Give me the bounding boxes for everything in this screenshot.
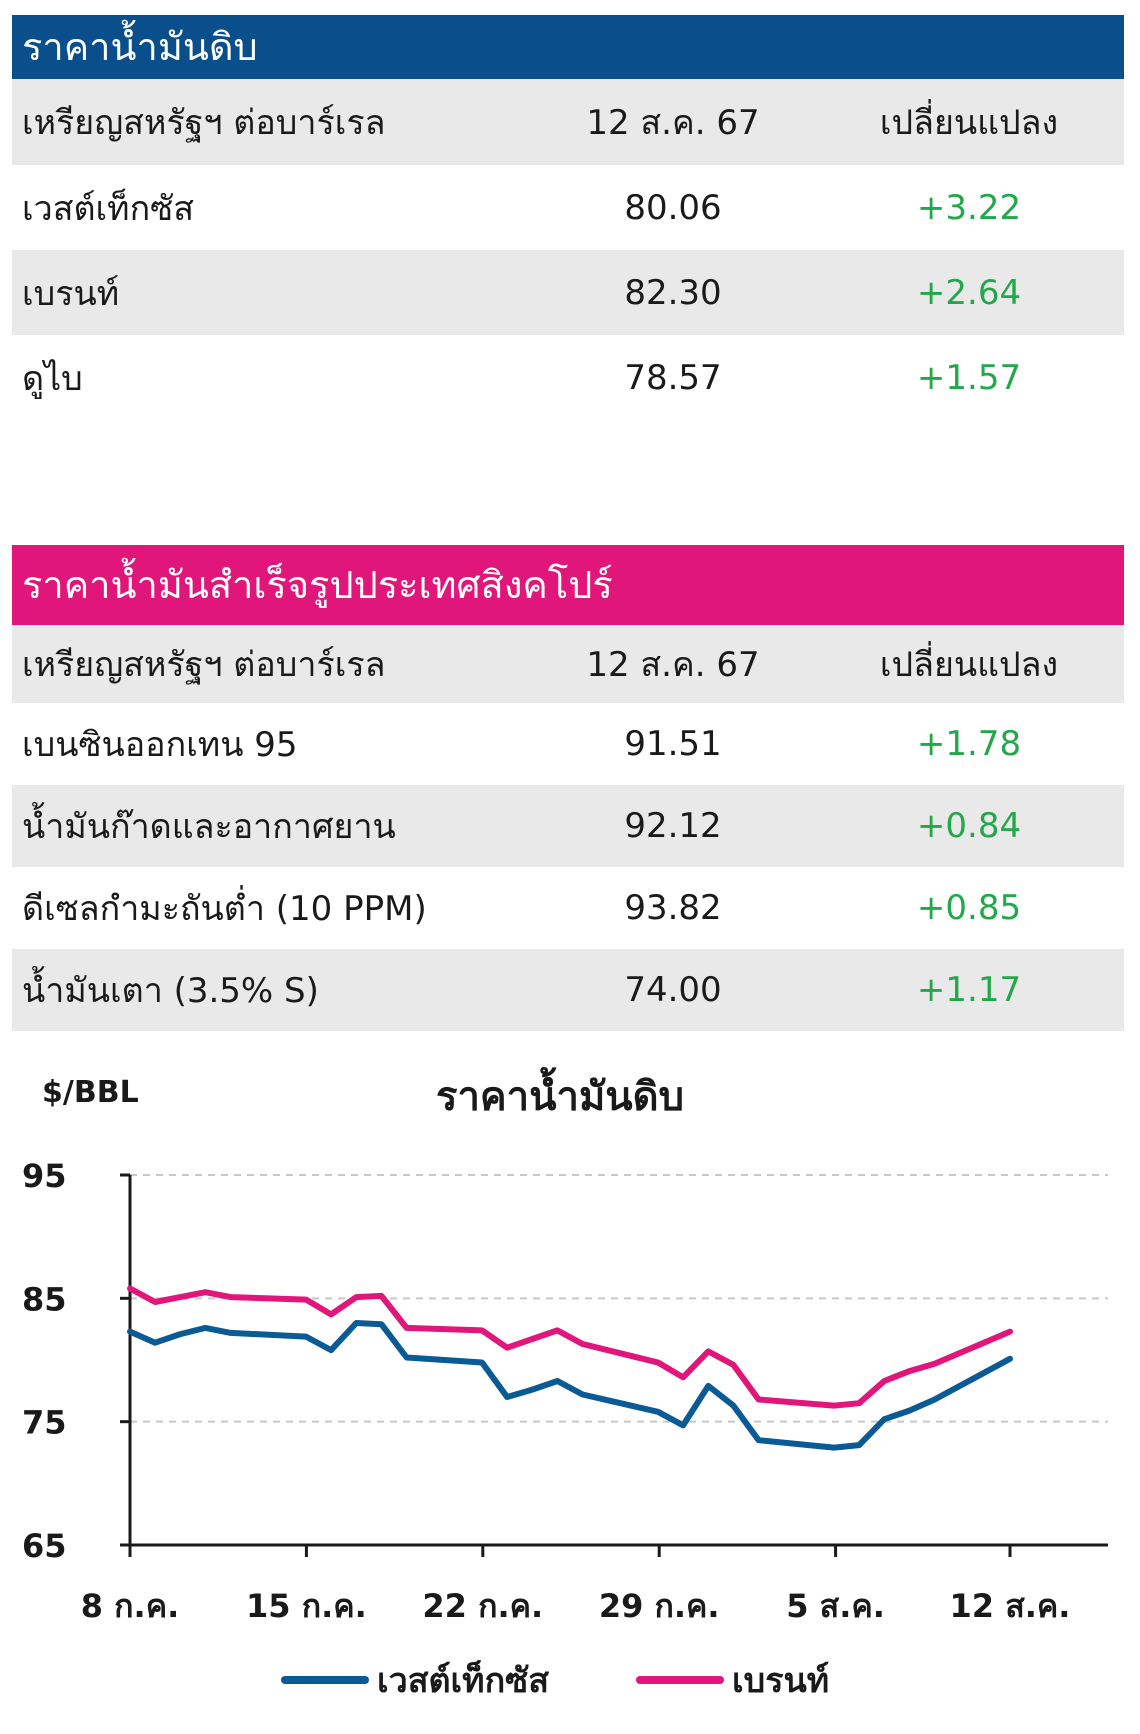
- crude-oil-table: ราคาน้ำมันดิบ เหรียญสหรัฐฯ ต่อบาร์เรล 12…: [12, 15, 1124, 420]
- row-change: +0.84: [916, 806, 1022, 846]
- legend-label: เบรนท์: [732, 1661, 829, 1701]
- x-tick-label: 8 ก.ค.: [81, 1587, 180, 1625]
- chart-x-axis: 8 ก.ค. 15 ก.ค. 22 ก.ค. 29 ก.ค. 5 ส.ค. 12 ส.ค.: [81, 1543, 1108, 1625]
- table-row: ดูไบ 78.57 +1.57: [12, 335, 1124, 420]
- table-row: เบรนท์ 82.30 +2.64: [12, 250, 1124, 335]
- row-change: +1.57: [916, 357, 1022, 398]
- header-change: เปลี่ยนแปลง: [879, 103, 1059, 143]
- row-value: 93.82: [624, 888, 722, 928]
- header-date: 12 ส.ค. 67: [586, 645, 760, 685]
- chart-y-axis: 95 85 75 65: [22, 1157, 132, 1565]
- chart-y-unit-label: $/BBL: [42, 1075, 139, 1110]
- x-tick-label: 12 ส.ค.: [950, 1587, 1071, 1625]
- table-row: เวสต์เท็กซัส 80.06 +3.22: [12, 165, 1124, 250]
- series-line: [127, 1320, 1013, 1451]
- singapore-products-table-title: ราคาน้ำมันสำเร็จรูปประเทศสิงคโปร์: [12, 545, 1124, 625]
- chart-title: ราคาน้ำมันดิบ: [436, 1067, 684, 1120]
- table-row: เบนซินออกเทน 95 91.51 +1.78: [12, 703, 1124, 785]
- row-change: +1.17: [916, 970, 1022, 1010]
- chart-legend: เวสต์เท็กซัส เบรนท์: [281, 1659, 829, 1701]
- row-value: 92.12: [624, 806, 722, 846]
- row-value: 91.51: [624, 724, 722, 764]
- chart-series: [127, 1285, 1013, 1451]
- crude-oil-table-header-row: เหรียญสหรัฐฯ ต่อบาร์เรล 12 ส.ค. 67 เปลี่…: [12, 79, 1124, 165]
- y-tick-label: 85: [22, 1280, 67, 1318]
- header-date: 12 ส.ค. 67: [586, 103, 760, 143]
- row-change: +0.85: [916, 888, 1022, 928]
- x-tick-label: 22 ก.ค.: [422, 1587, 543, 1625]
- row-value: 82.30: [624, 272, 722, 313]
- row-value: 80.06: [624, 187, 722, 228]
- header-change: เปลี่ยนแปลง: [879, 645, 1059, 685]
- row-value: 74.00: [624, 970, 722, 1010]
- table-row: ดีเซลกำมะถันต่ำ (10 PPM) 93.82 +0.85: [12, 867, 1124, 949]
- row-name: ดูไบ: [22, 358, 83, 399]
- row-name: น้ำมันก๊าดและอากาศยาน: [22, 807, 396, 847]
- series-brent: [127, 1285, 1013, 1409]
- row-name: เวสต์เท็กซัส: [22, 188, 194, 229]
- row-change: +2.64: [916, 272, 1022, 313]
- header-unit: เหรียญสหรัฐฯ ต่อบาร์เรล: [22, 103, 386, 143]
- series-line: [127, 1285, 1013, 1409]
- table-row: น้ำมันก๊าดและอากาศยาน 92.12 +0.84: [12, 785, 1124, 867]
- header-unit: เหรียญสหรัฐฯ ต่อบาร์เรล: [22, 645, 386, 685]
- row-name: เบนซินออกเทน 95: [22, 725, 298, 765]
- row-name: เบรนท์: [22, 273, 120, 314]
- row-name: ดีเซลกำมะถันต่ำ (10 PPM): [22, 889, 427, 929]
- x-tick-label: 5 ส.ค.: [786, 1587, 885, 1625]
- y-tick-label: 75: [22, 1404, 67, 1442]
- crude-oil-line-chart: $/BBL ราคาน้ำมันดิบ 95 85 75 65 8 ก.ค. 15 ก.…: [22, 1067, 1108, 1701]
- y-tick-label: 95: [22, 1157, 67, 1195]
- x-tick-label: 29 ก.ค.: [599, 1587, 720, 1625]
- singapore-products-table: ราคาน้ำมันสำเร็จรูปประเทศสิงคโปร์ เหรียญ…: [12, 545, 1124, 1031]
- crude-oil-table-title: ราคาน้ำมันดิบ: [12, 15, 1124, 79]
- row-change: +3.22: [916, 187, 1022, 228]
- table-row: น้ำมันเตา (3.5% S) 74.00 +1.17: [12, 949, 1124, 1031]
- legend-label: เวสต์เท็กซัส: [377, 1659, 549, 1701]
- row-name: น้ำมันเตา (3.5% S): [22, 971, 319, 1011]
- series-wti: [127, 1320, 1013, 1451]
- x-tick-label: 15 ก.ค.: [246, 1587, 367, 1625]
- row-value: 78.57: [624, 357, 722, 398]
- singapore-table-header-row: เหรียญสหรัฐฯ ต่อบาร์เรล 12 ส.ค. 67 เปลี่…: [12, 625, 1124, 703]
- row-change: +1.78: [916, 724, 1022, 764]
- y-tick-label: 65: [22, 1527, 67, 1565]
